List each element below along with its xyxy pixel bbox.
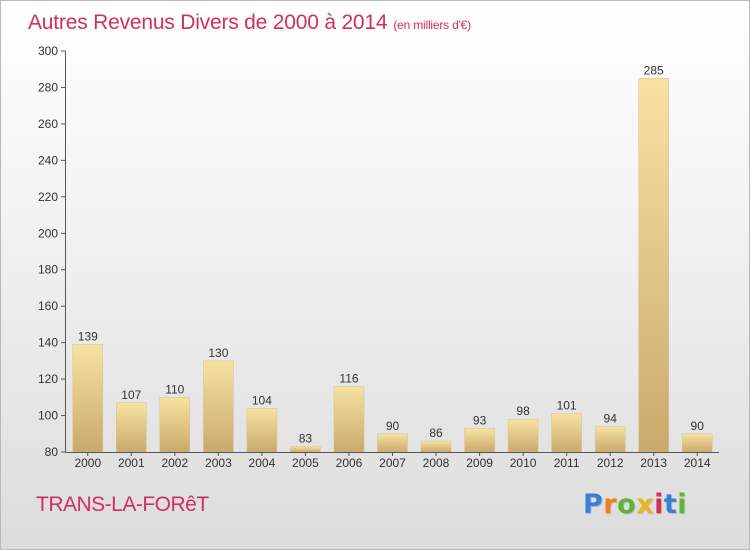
logo-letter: r	[603, 489, 618, 520]
logo-letter: i	[677, 489, 688, 520]
value-label-2011: 101	[557, 399, 577, 413]
value-label-2006: 116	[339, 371, 358, 385]
bar-2014	[681, 433, 713, 453]
x-tick-label-2000: 2000	[74, 456, 101, 470]
value-label-2014: 90	[691, 419, 705, 433]
chart-title: Autres Revenus Divers de 2000 à 2014 (en …	[28, 11, 471, 35]
bar-2011	[551, 413, 582, 453]
value-label-2013: 285	[644, 63, 664, 77]
logo-letter: P	[583, 489, 604, 520]
chart-title-text: Autres Revenus Divers de 2000 à 2014	[28, 11, 388, 34]
bar-2009	[464, 428, 495, 453]
y-tick-label-100: 100	[38, 409, 58, 423]
bar-2007	[377, 433, 408, 453]
x-tick-label-2011: 2011	[554, 456, 580, 470]
y-tick-label-280: 280	[38, 80, 58, 94]
x-tick-label-2010: 2010	[510, 456, 537, 470]
logo-letter: o	[617, 489, 637, 520]
x-tick-label-2009: 2009	[466, 456, 493, 470]
commune-name: TRANS-LA-FORêT	[36, 493, 209, 516]
bar-2013	[638, 78, 669, 453]
axes-group: 2000 2001 2002 2003 2004 2005 2006 2007 2008 2009…	[38, 44, 719, 470]
value-label-2000: 139	[78, 330, 98, 344]
value-label-2007: 90	[386, 419, 400, 433]
chart-unit: (en milliers d'€)	[393, 18, 471, 32]
value-label-2009: 93	[473, 413, 487, 427]
bar-2010	[507, 418, 539, 453]
value-label-2001: 107	[121, 388, 141, 402]
y-tick-label-240: 240	[38, 153, 58, 167]
bar-2005	[290, 446, 321, 453]
y-tick-label-120: 120	[38, 372, 58, 386]
y-tick-label-300: 300	[38, 44, 58, 58]
bar-2002	[159, 397, 191, 453]
bars-group	[72, 78, 713, 453]
bar-2004	[246, 408, 278, 453]
value-label-2008: 86	[429, 426, 443, 440]
x-tick-label-2014: 2014	[684, 456, 711, 470]
bar-2006	[333, 386, 365, 453]
x-tick-label-2001: 2001	[118, 456, 145, 470]
y-tick-label-200: 200	[38, 226, 58, 240]
x-tick-label-2003: 2003	[205, 456, 232, 470]
bar-2001	[116, 402, 147, 453]
y-tick-label-140: 140	[38, 336, 58, 350]
y-tick-label-180: 180	[38, 263, 58, 277]
x-tick-label-2007: 2007	[379, 456, 406, 470]
bar-2000	[72, 344, 104, 453]
bar-2008	[420, 440, 452, 453]
x-tick-label-2002: 2002	[161, 456, 188, 470]
bar-2003	[203, 360, 234, 453]
y-tick-label-260: 260	[38, 117, 58, 131]
logo-letter: i	[654, 489, 664, 520]
logo-letter: t	[663, 489, 678, 520]
y-tick-label-160: 160	[38, 299, 58, 313]
y-tick-label-220: 220	[38, 190, 58, 204]
value-label-2012: 94	[604, 412, 618, 426]
logo-letter: x	[636, 489, 655, 520]
value-label-2005: 83	[299, 432, 313, 446]
x-tick-label-2005: 2005	[292, 456, 319, 470]
value-label-2002: 110	[165, 382, 184, 396]
x-tick-label-2013: 2013	[640, 456, 667, 470]
bar-2012	[594, 426, 626, 453]
x-tick-label-2006: 2006	[336, 456, 363, 470]
proxiti-logo[interactable]: Proxiti	[583, 489, 687, 520]
y-tick-label-80: 80	[45, 445, 59, 459]
value-label-2003: 130	[208, 346, 228, 360]
value-labels-group: 139 107 110 130 104 83 116 90 86 93 98 101 94 285 90	[78, 63, 704, 445]
x-tick-label-2008: 2008	[423, 456, 450, 470]
value-label-2010: 98	[516, 404, 530, 418]
x-tick-label-2004: 2004	[249, 456, 276, 470]
x-tick-label-2012: 2012	[597, 456, 624, 470]
value-label-2004: 104	[252, 393, 272, 407]
